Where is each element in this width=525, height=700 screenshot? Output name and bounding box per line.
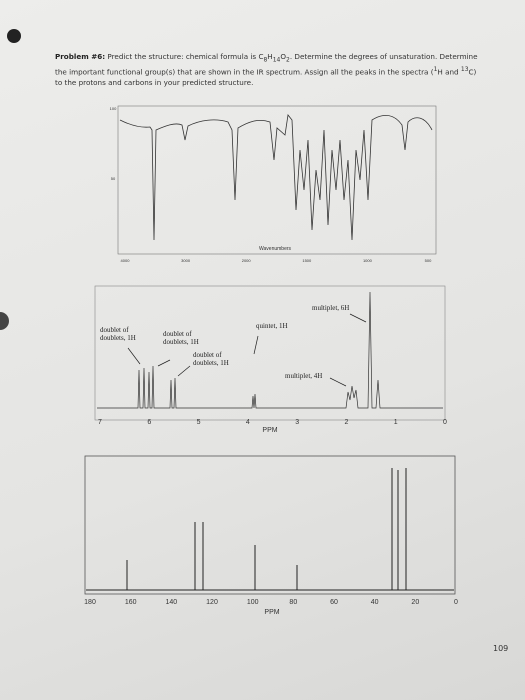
text: . Determine the degrees of unsaturation.… (55, 52, 478, 77)
tick-label: 180 (84, 599, 96, 606)
text: C) to the protons and carbons in your pr… (55, 67, 477, 87)
h-nmr-trace (97, 291, 443, 409)
punch-hole (7, 29, 21, 43)
tick-label: 120 (206, 599, 218, 606)
tick-label: 140 (165, 599, 177, 606)
tick-label: 7 (98, 419, 102, 426)
tick-label: 2 (344, 419, 348, 426)
tick-label: 2000 (242, 258, 252, 263)
tick-label: 5 (197, 419, 201, 426)
text: 2 (286, 56, 290, 64)
tick-label: 100 (247, 599, 259, 606)
annotation: quintet, 1H (256, 322, 288, 330)
h-nmr-frame (94, 285, 446, 421)
punch-hole (0, 312, 9, 330)
tick-label: 100 (110, 106, 117, 111)
tick-label: 1 (394, 419, 398, 426)
tick-label: 60 (330, 599, 338, 606)
annotation: doublet of doublets, 1H (193, 351, 229, 367)
ir-x-label: Wavenumbers (259, 246, 292, 252)
text: 1 (433, 66, 438, 74)
tick-label: 80 (289, 599, 297, 606)
problem-label: Problem #6: (55, 52, 106, 61)
text: O (280, 52, 287, 61)
tick-label: 500 (425, 258, 432, 263)
c-nmr-x-label: PPM (264, 609, 279, 616)
tick-label: 1000 (363, 258, 373, 263)
arrows (127, 313, 367, 387)
text: 14 (272, 56, 281, 64)
tick-label: 20 (411, 599, 419, 606)
tick-label: 3000 (181, 258, 191, 263)
page-number: 109 (493, 644, 509, 653)
ir-trace (119, 114, 433, 241)
tick-label: 4 (246, 419, 250, 426)
tick-label: 3 (295, 419, 299, 426)
text: 13 (460, 66, 469, 74)
annotation: multiplet, 6H (312, 304, 350, 312)
tick-label: 50 (111, 176, 116, 181)
text: Predict the structure: chemical formula … (105, 52, 264, 61)
text: H (267, 52, 273, 61)
tick-label: 40 (371, 599, 379, 606)
tick-label: 160 (125, 599, 137, 606)
c-nmr-peaks (86, 468, 454, 591)
problem-text: Problem #6: Predict the structure: chemi… (55, 52, 485, 88)
tick-label: 1500 (302, 258, 312, 263)
tick-label: 6 (147, 419, 151, 426)
tick-label: 0 (454, 599, 458, 606)
c-nmr-frame (84, 455, 456, 595)
tick-label: 4000 (121, 258, 131, 263)
text: H and (437, 67, 461, 77)
ir-frame (117, 105, 437, 255)
tick-label: 0 (443, 419, 447, 426)
h-nmr-x-label: PPM (262, 427, 277, 434)
text: 8 (263, 56, 268, 64)
annotation: multiplet, 4H (285, 372, 323, 380)
annotation: doublet of doublets, 1H (100, 326, 136, 342)
annotation: doublet of doublets, 1H (163, 330, 199, 346)
